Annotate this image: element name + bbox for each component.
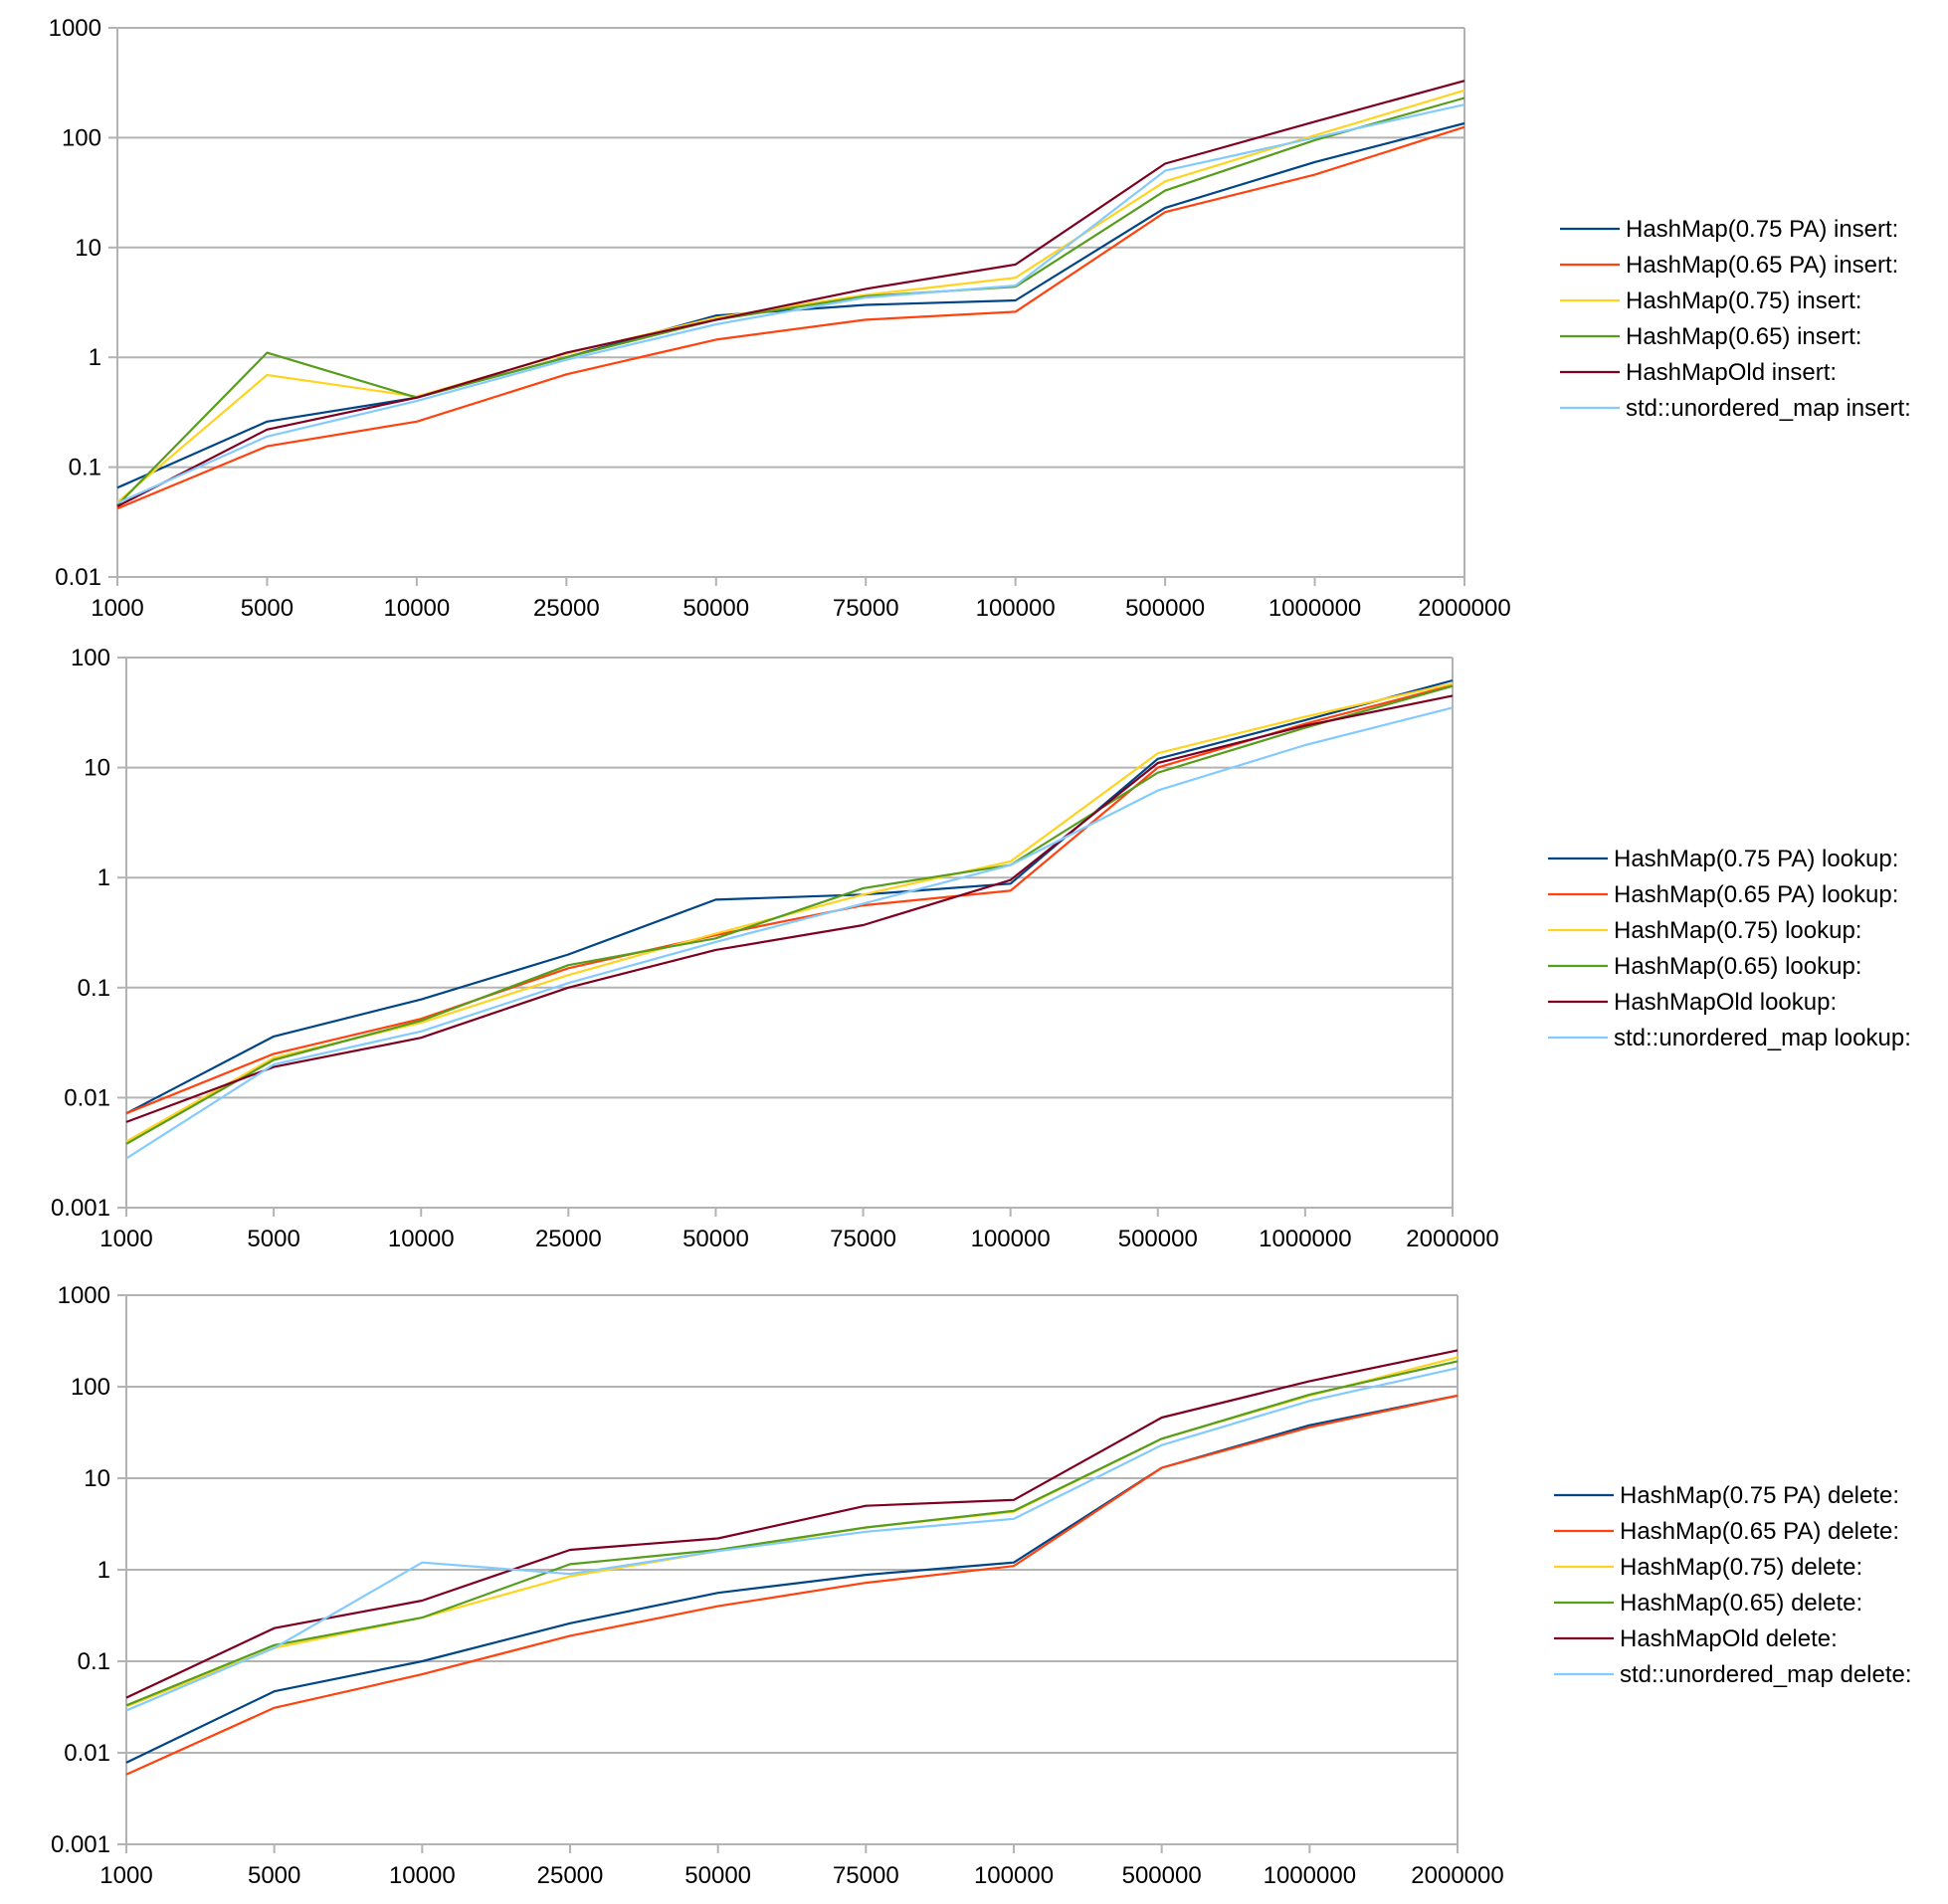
series-line bbox=[125, 694, 1454, 1123]
x-tick-label: 75000 bbox=[833, 1862, 899, 1889]
y-tick-label: 10 bbox=[75, 235, 101, 262]
series-line bbox=[116, 125, 1465, 510]
legend-label: HashMap(0.65 PA) delete: bbox=[1620, 1518, 1899, 1545]
legend-label: HashMap(0.75 PA) lookup: bbox=[1614, 846, 1898, 872]
legend-label: HashMap(0.65 PA) insert: bbox=[1626, 252, 1898, 279]
legend-label: HashMap(0.65) lookup: bbox=[1614, 953, 1861, 980]
y-tick-label: 0.01 bbox=[64, 1084, 110, 1111]
y-tick-label: 0.01 bbox=[64, 1740, 110, 1767]
x-tick-label: 75000 bbox=[833, 595, 899, 622]
y-tick-label: 100 bbox=[71, 645, 110, 671]
series-line bbox=[125, 1367, 1459, 1712]
y-tick-label: 0.001 bbox=[51, 1831, 110, 1858]
x-tick-label: 25000 bbox=[535, 1226, 602, 1252]
legend-label: HashMap(0.65 PA) lookup: bbox=[1614, 881, 1898, 908]
y-tick-label: 0.1 bbox=[78, 1648, 110, 1675]
series-line bbox=[125, 1394, 1459, 1764]
x-tick-label: 10000 bbox=[384, 595, 451, 622]
x-tick-label: 1000 bbox=[99, 1226, 152, 1252]
series-line bbox=[125, 678, 1454, 1115]
x-tick-label: 5000 bbox=[241, 595, 293, 622]
x-tick-label: 1000000 bbox=[1264, 1862, 1356, 1889]
series-line bbox=[116, 103, 1465, 504]
legend-label: HashMap(0.75 PA) insert: bbox=[1626, 216, 1898, 243]
x-tick-label: 500000 bbox=[1118, 1226, 1198, 1252]
legend-label: HashMapOld delete: bbox=[1620, 1625, 1838, 1652]
x-tick-label: 2000000 bbox=[1411, 1862, 1503, 1889]
x-tick-label: 500000 bbox=[1122, 1862, 1202, 1889]
legend-label: HashMap(0.65) insert: bbox=[1626, 323, 1861, 350]
legend-label: HashMap(0.65) delete: bbox=[1620, 1590, 1862, 1617]
series-line bbox=[125, 1360, 1459, 1707]
y-tick-label: 0.1 bbox=[69, 455, 101, 481]
y-tick-label: 100 bbox=[71, 1374, 110, 1401]
y-tick-label: 1 bbox=[97, 864, 110, 891]
legend-label: HashMapOld insert: bbox=[1626, 359, 1837, 386]
x-tick-label: 100000 bbox=[976, 595, 1056, 622]
x-tick-label: 10000 bbox=[388, 1226, 455, 1252]
legend-label: std::unordered_map lookup: bbox=[1614, 1025, 1911, 1051]
y-tick-label: 100 bbox=[62, 124, 101, 151]
legend-label: HashMap(0.75 PA) delete: bbox=[1620, 1482, 1899, 1509]
x-tick-label: 50000 bbox=[682, 595, 749, 622]
series-line bbox=[125, 684, 1454, 1145]
x-tick-label: 5000 bbox=[248, 1862, 300, 1889]
x-tick-label: 50000 bbox=[682, 1226, 749, 1252]
x-tick-label: 25000 bbox=[537, 1862, 604, 1889]
series-line bbox=[125, 1394, 1459, 1776]
series-line bbox=[125, 1349, 1459, 1699]
legend-label: HashMap(0.75) insert: bbox=[1626, 287, 1861, 314]
x-tick-label: 25000 bbox=[533, 595, 600, 622]
x-tick-label: 75000 bbox=[830, 1226, 896, 1252]
y-tick-label: 0.01 bbox=[55, 564, 101, 591]
series-line bbox=[116, 80, 1465, 507]
legend-label: HashMap(0.75) delete: bbox=[1620, 1554, 1862, 1581]
lookup-time-chart: 0.001 0.01 0.1 1 10 100 1000 5000 10000 25000 5000… bbox=[51, 645, 1911, 1252]
y-tick-label: 10 bbox=[84, 1465, 110, 1492]
series-line bbox=[116, 89, 1465, 503]
legend-label: std::unordered_map insert: bbox=[1626, 395, 1911, 422]
y-tick-label: 1 bbox=[89, 344, 101, 371]
series-line bbox=[125, 683, 1454, 1115]
series-line bbox=[125, 706, 1454, 1160]
x-tick-label: 1000000 bbox=[1259, 1226, 1351, 1252]
x-tick-label: 100000 bbox=[971, 1226, 1051, 1252]
series-line bbox=[116, 96, 1465, 506]
y-tick-label: 0.1 bbox=[78, 975, 110, 1002]
x-tick-label: 2000000 bbox=[1406, 1226, 1498, 1252]
x-tick-label: 100000 bbox=[974, 1862, 1054, 1889]
x-tick-label: 500000 bbox=[1125, 595, 1205, 622]
x-tick-label: 10000 bbox=[389, 1862, 456, 1889]
x-tick-label: 1000 bbox=[99, 1862, 152, 1889]
x-tick-label: 50000 bbox=[684, 1862, 751, 1889]
x-tick-label: 1000000 bbox=[1268, 595, 1361, 622]
insert-time-chart: 0.01 0.1 1 10 100 1000 1000 5000 10000 25000 50000… bbox=[49, 15, 1911, 622]
legend-label: HashMap(0.75) lookup: bbox=[1614, 917, 1861, 944]
x-tick-label: 2000000 bbox=[1418, 595, 1510, 622]
y-tick-label: 1000 bbox=[58, 1282, 110, 1309]
y-tick-label: 1000 bbox=[49, 15, 101, 42]
delete-time-chart: 0.001 0.01 0.1 1 10 100 1000 1000 5000 10000 25000… bbox=[51, 1282, 1912, 1889]
y-tick-label: 1 bbox=[97, 1557, 110, 1584]
y-tick-label: 10 bbox=[84, 755, 110, 782]
legend-label: std::unordered_map delete: bbox=[1620, 1661, 1912, 1688]
x-tick-label: 1000 bbox=[91, 595, 143, 622]
legend-label: HashMapOld lookup: bbox=[1614, 989, 1837, 1016]
x-tick-label: 5000 bbox=[247, 1226, 299, 1252]
y-tick-label: 0.001 bbox=[51, 1195, 110, 1222]
